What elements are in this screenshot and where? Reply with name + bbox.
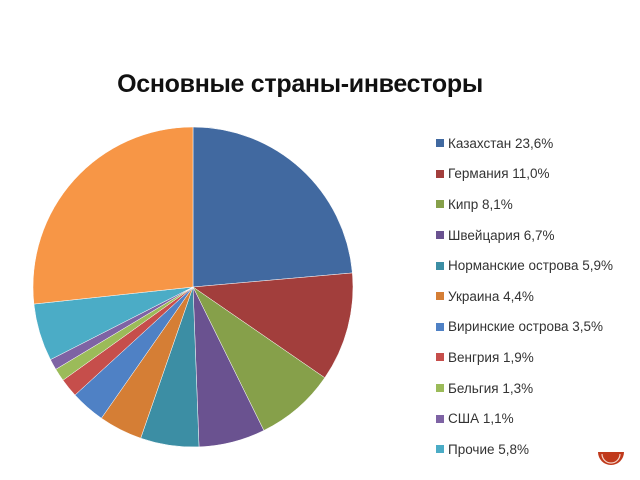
legend-item: Кипр 8,1%	[436, 189, 613, 220]
legend-swatch	[436, 261, 444, 270]
legend-swatch	[436, 231, 444, 240]
legend-label: Прочие 5,8%	[448, 441, 530, 457]
pie-slice	[192, 272, 354, 379]
legend-item: Прочие 5,8%	[436, 434, 613, 465]
legend-item: Бельгия 1,3%	[436, 373, 613, 404]
legend: Казахстан 23,6% Германия 11,0% Кипр 8,1% Шв…	[436, 128, 613, 465]
legend-item: Швейцария 6,7%	[436, 220, 613, 251]
legend-label: Кипр 8,1%	[448, 196, 513, 212]
legend-item: Казахстан 23,6%	[436, 128, 613, 159]
legend-label: Украина 4,4%	[448, 288, 534, 304]
legend-item: США 1,1%	[436, 403, 613, 434]
legend-swatch	[436, 414, 444, 423]
logo-icon	[598, 452, 624, 465]
legend-label: Норманские острова 5,9%	[448, 258, 613, 274]
legend-item: Германия 11,0%	[436, 159, 613, 190]
legend-label: Венгрия 1,9%	[448, 349, 534, 365]
chart-title: Основные страны-инвесторы	[117, 70, 483, 98]
legend-swatch	[436, 384, 444, 393]
legend-swatch	[436, 200, 444, 209]
pie-slice	[32, 126, 194, 305]
legend-swatch	[436, 322, 444, 331]
legend-item: Норманские острова 5,9%	[436, 250, 613, 281]
legend-item: Венгрия 1,9%	[436, 342, 613, 373]
legend-item: Украина 4,4%	[436, 281, 613, 312]
pie-chart	[32, 126, 354, 448]
pie-slice	[192, 126, 353, 288]
legend-label: Германия 11,0%	[448, 166, 550, 182]
legend-swatch	[436, 445, 444, 454]
legend-label: Бельгия 1,3%	[448, 380, 534, 396]
legend-swatch	[436, 139, 444, 148]
legend-label: Виринские острова 3,5%	[448, 319, 604, 335]
legend-swatch	[436, 353, 444, 362]
legend-label: США 1,1%	[448, 411, 514, 427]
legend-item: Виринские острова 3,5%	[436, 312, 613, 343]
legend-label: Казахстан 23,6%	[448, 135, 554, 151]
legend-label: Швейцария 6,7%	[448, 227, 555, 243]
legend-swatch	[436, 292, 444, 301]
legend-swatch	[436, 169, 444, 178]
